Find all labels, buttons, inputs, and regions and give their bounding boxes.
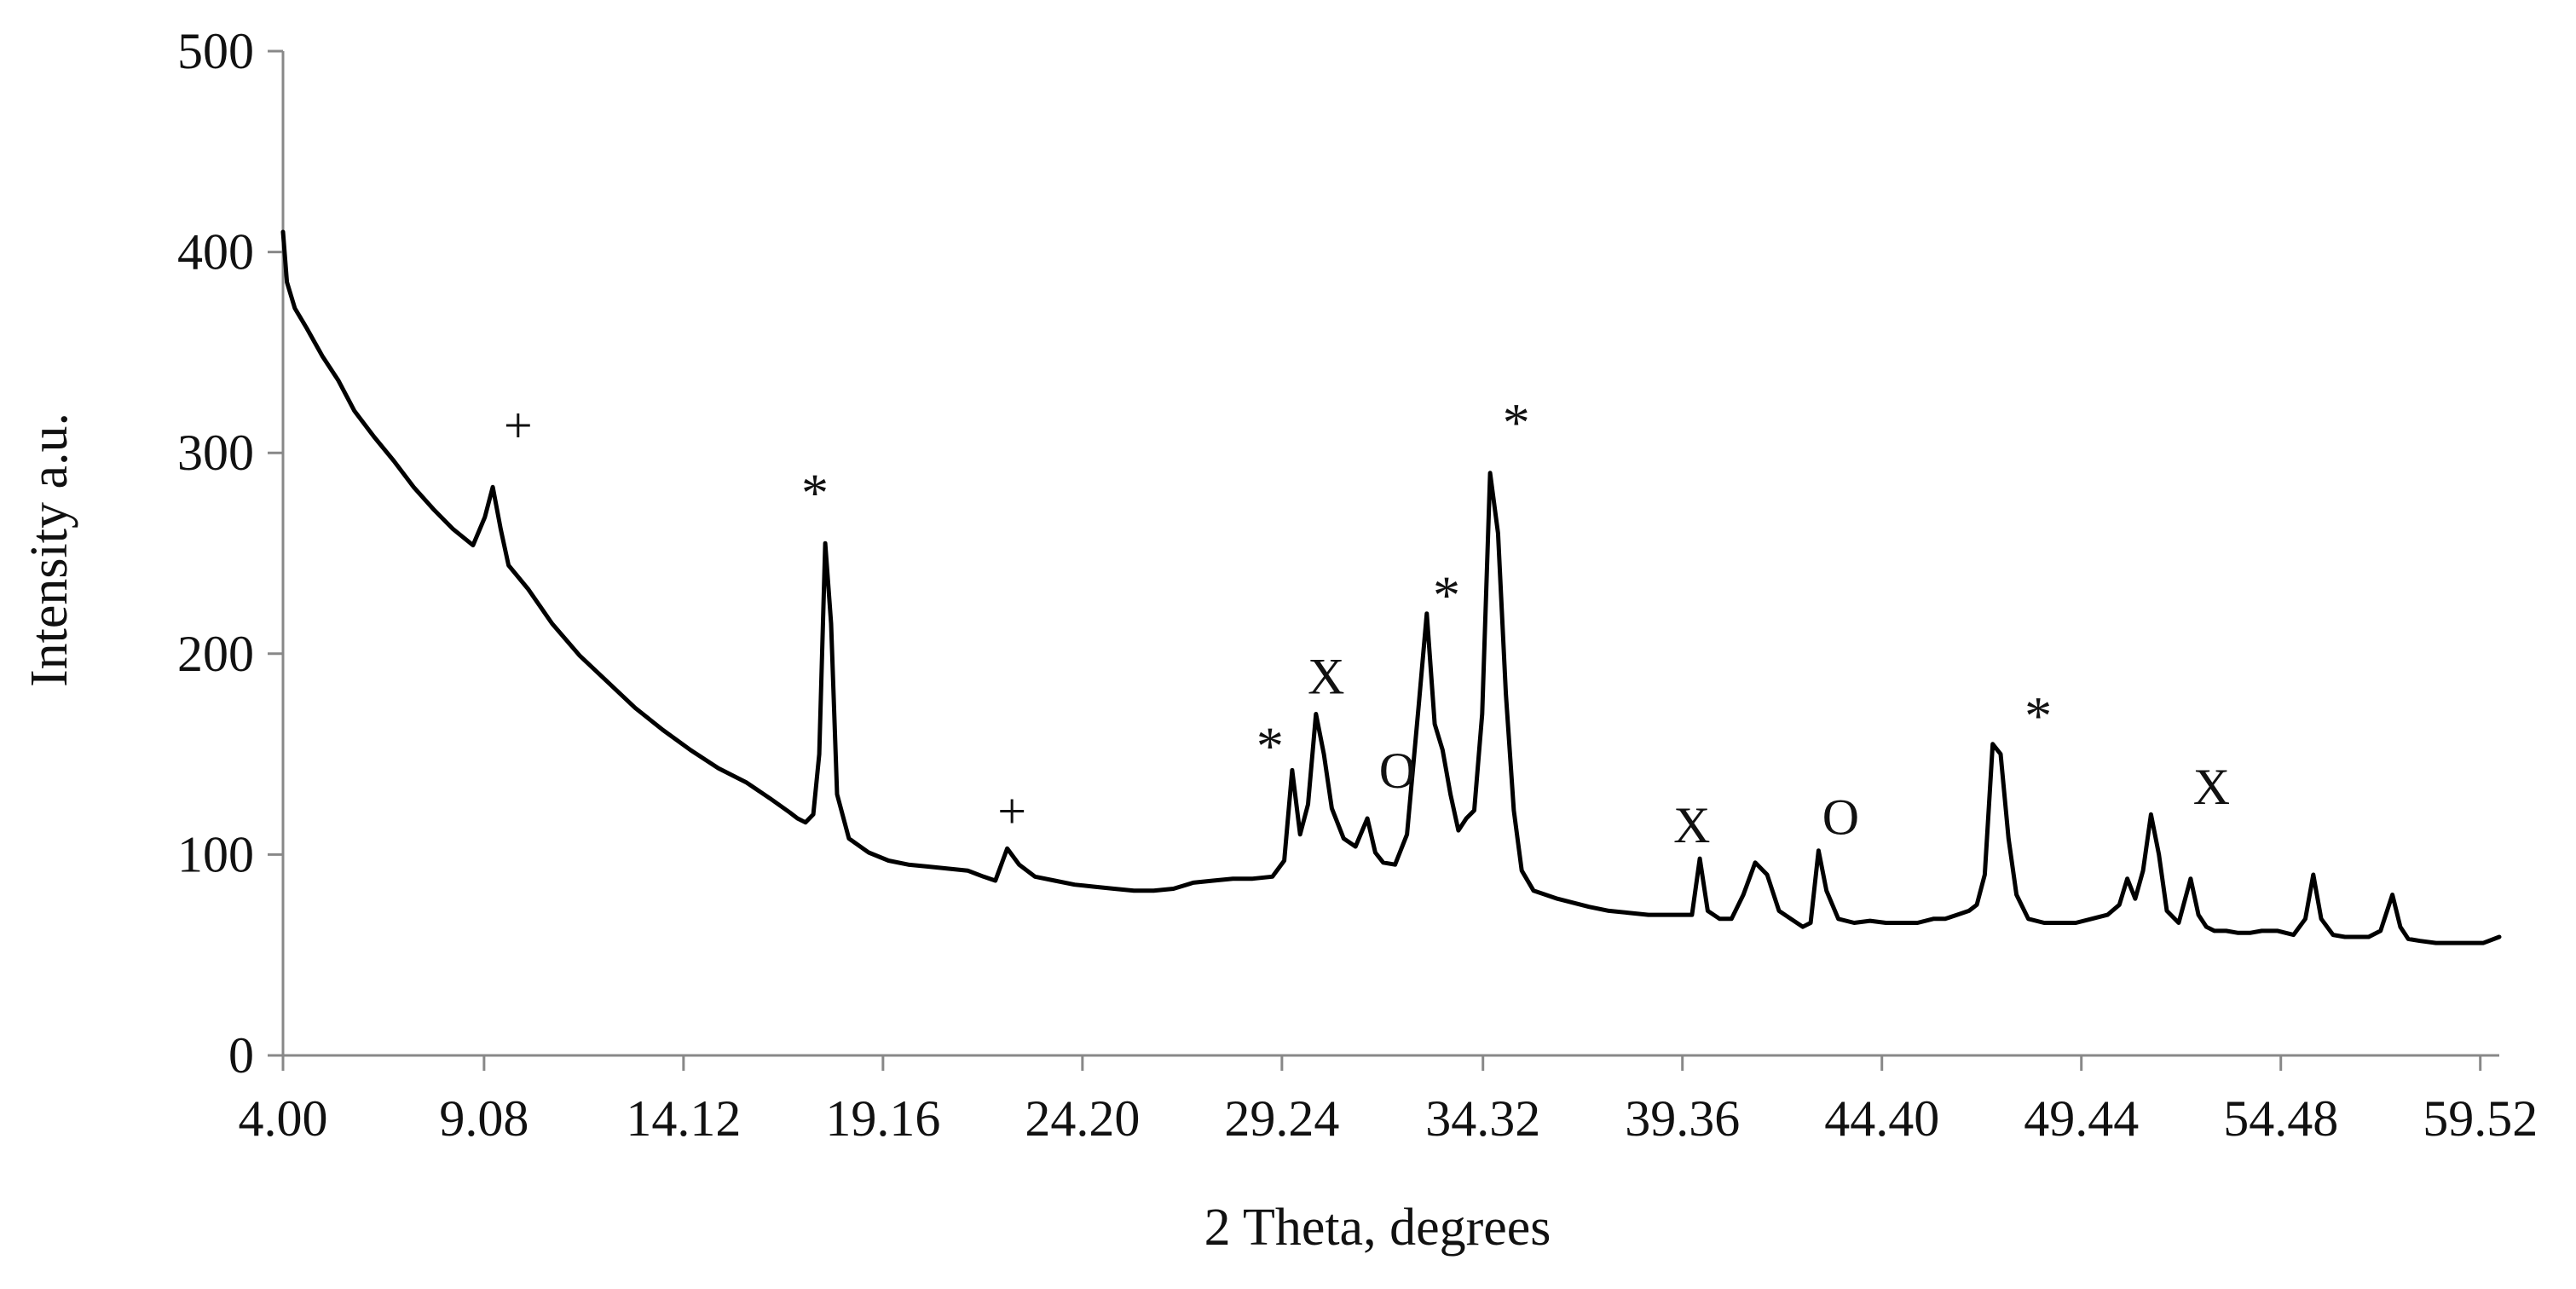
x-axis-title: 2 Theta, degrees [1204,1199,1551,1257]
peak-marker: * [1503,392,1530,453]
peak-marker: + [504,397,533,454]
peak-marker: X [1673,797,1710,853]
peak-marker: * [1256,715,1284,776]
series-line [280,229,2502,945]
x-tick-label: 29.24 [1224,1090,1339,1147]
x-tick-label: 54.48 [2223,1090,2338,1147]
peak-marker: X [1308,648,1344,704]
tick-labels: 0 100 200 300 400 500 4.00 9.08 14.12 19.16 24.20 2… [177,23,2538,1147]
x-tick-label: 39.36 [1625,1090,1740,1147]
x-tick-label: 14.12 [626,1090,741,1147]
peak-marker: * [2024,685,2052,746]
y-tick-label: 100 [177,826,254,882]
axes [268,49,2499,1071]
x-tick-label: 59.52 [2423,1090,2538,1147]
peak-marker: * [1433,565,1460,626]
y-tick-label: 0 [228,1027,254,1084]
x-tick-label: 44.40 [1824,1090,1939,1147]
x-tick-label: 19.16 [825,1090,940,1147]
y-tick-label: 400 [177,224,254,280]
peak-marker: + [997,783,1026,839]
peak-marker: X [2193,759,2230,815]
x-tick-label: 34.32 [1425,1090,1540,1147]
peak-marker: O [1822,789,1859,845]
y-tick-label: 500 [177,23,254,79]
y-axis-title: Intensity a.u. [20,413,78,687]
y-tick-label: 200 [177,626,254,682]
peak-markers: +*+*XO**X O*X [504,392,2230,853]
x-tick-label: 49.44 [2024,1090,2139,1147]
x-tick-label: 4.00 [239,1090,328,1147]
x-tick-label: 24.20 [1025,1090,1140,1147]
y-tick-label: 300 [177,425,254,481]
x-tick-label: 9.08 [439,1090,528,1147]
peak-marker: * [801,462,829,523]
peak-marker: O [1379,743,1416,799]
series-layer [280,229,2502,945]
